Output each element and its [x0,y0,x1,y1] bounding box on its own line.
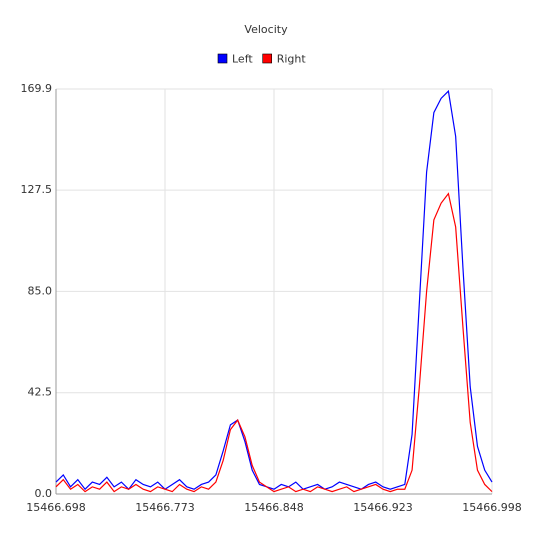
legend: Left Right [217,53,307,66]
y-tick-label: 0.0 [35,487,53,500]
x-tick-label: 15466.848 [244,501,304,514]
legend-label: Left [232,53,253,66]
y-tick-label: 42.5 [28,386,53,399]
x-tick-label: 15466.773 [135,501,195,514]
x-tick-label: 15466.923 [353,501,413,514]
x-tick-label: 15466.698 [26,501,86,514]
y-tick-label: 169.9 [21,82,53,95]
legend-swatch [262,53,273,64]
series-line [55,192,493,493]
chart-title: Velocity [244,23,288,36]
legend-label: Right [277,53,307,66]
y-tick-label: 85.0 [28,284,53,297]
x-tick-label: 15466.998 [462,501,522,514]
legend-swatch [217,53,228,64]
y-tick-label: 127.5 [21,183,53,196]
